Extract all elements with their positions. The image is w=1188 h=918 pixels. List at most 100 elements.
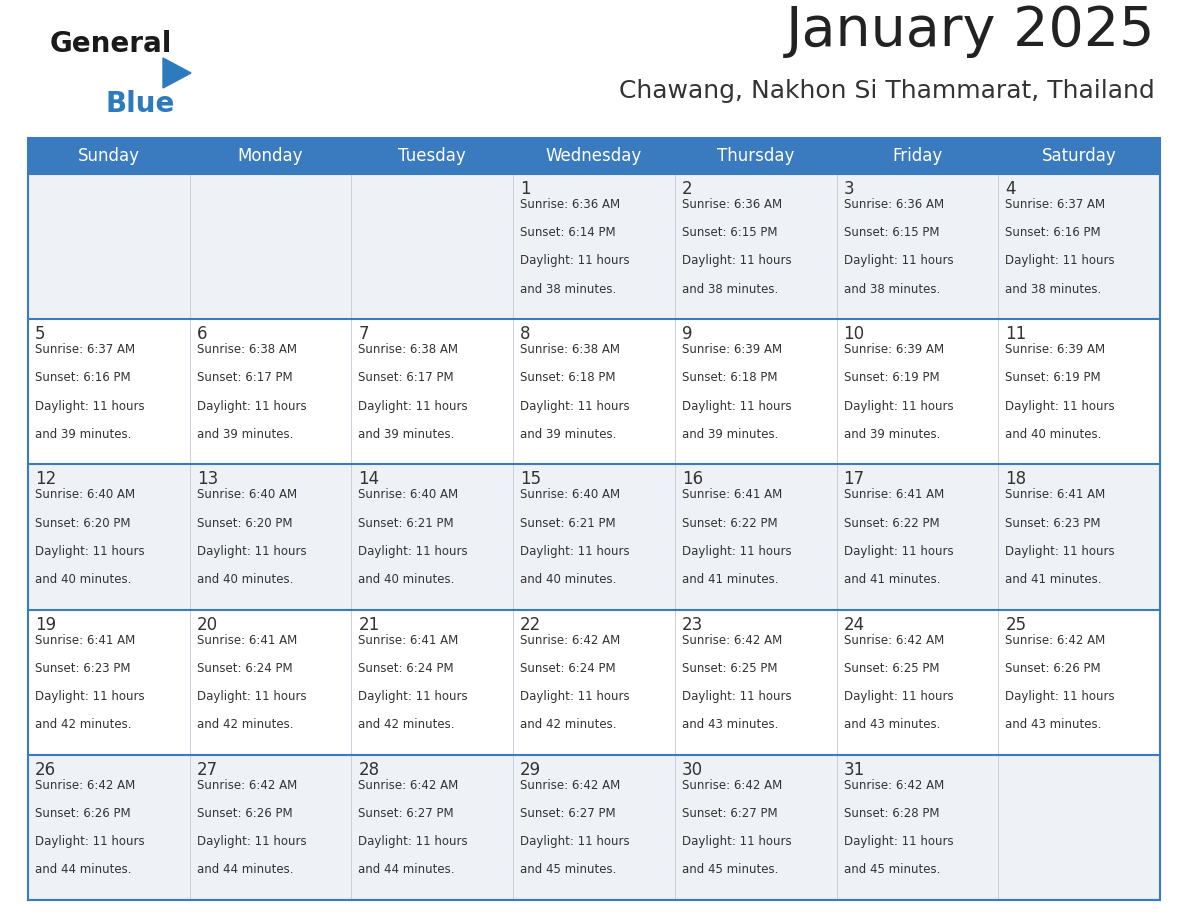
Text: and 42 minutes.: and 42 minutes. <box>34 718 132 731</box>
Text: and 40 minutes.: and 40 minutes. <box>34 573 132 586</box>
Text: Sunrise: 6:37 AM: Sunrise: 6:37 AM <box>34 343 135 356</box>
Text: 7: 7 <box>359 325 369 343</box>
Text: Sunset: 6:15 PM: Sunset: 6:15 PM <box>843 226 939 240</box>
Text: and 43 minutes.: and 43 minutes. <box>682 718 778 731</box>
Text: Sunrise: 6:41 AM: Sunrise: 6:41 AM <box>359 633 459 646</box>
Text: Sunset: 6:24 PM: Sunset: 6:24 PM <box>520 662 615 675</box>
Text: and 39 minutes.: and 39 minutes. <box>359 428 455 441</box>
Text: and 40 minutes.: and 40 minutes. <box>1005 428 1101 441</box>
Text: 28: 28 <box>359 761 379 778</box>
Text: Sunset: 6:20 PM: Sunset: 6:20 PM <box>34 517 131 530</box>
Text: January 2025: January 2025 <box>785 4 1155 58</box>
Text: Sunrise: 6:42 AM: Sunrise: 6:42 AM <box>34 778 135 792</box>
Text: 10: 10 <box>843 325 865 343</box>
Text: Sunset: 6:19 PM: Sunset: 6:19 PM <box>1005 372 1101 385</box>
Text: Sunrise: 6:42 AM: Sunrise: 6:42 AM <box>843 778 943 792</box>
Text: Daylight: 11 hours: Daylight: 11 hours <box>197 835 307 848</box>
Text: Sunset: 6:27 PM: Sunset: 6:27 PM <box>359 807 454 820</box>
Text: and 41 minutes.: and 41 minutes. <box>682 573 778 586</box>
Text: 16: 16 <box>682 470 703 488</box>
Text: Sunset: 6:26 PM: Sunset: 6:26 PM <box>197 807 292 820</box>
Text: Monday: Monday <box>238 147 303 165</box>
Text: Daylight: 11 hours: Daylight: 11 hours <box>359 835 468 848</box>
Text: Daylight: 11 hours: Daylight: 11 hours <box>520 254 630 267</box>
Text: Wednesday: Wednesday <box>545 147 643 165</box>
Text: and 42 minutes.: and 42 minutes. <box>359 718 455 731</box>
Text: and 42 minutes.: and 42 minutes. <box>197 718 293 731</box>
Text: Sunset: 6:18 PM: Sunset: 6:18 PM <box>682 372 777 385</box>
Text: Sunset: 6:19 PM: Sunset: 6:19 PM <box>843 372 940 385</box>
Text: Sunset: 6:15 PM: Sunset: 6:15 PM <box>682 226 777 240</box>
Text: Sunset: 6:20 PM: Sunset: 6:20 PM <box>197 517 292 530</box>
Text: and 38 minutes.: and 38 minutes. <box>520 283 617 296</box>
Text: Sunrise: 6:42 AM: Sunrise: 6:42 AM <box>843 633 943 646</box>
Text: Sunset: 6:21 PM: Sunset: 6:21 PM <box>520 517 615 530</box>
Text: Daylight: 11 hours: Daylight: 11 hours <box>34 690 145 703</box>
Text: Daylight: 11 hours: Daylight: 11 hours <box>682 835 791 848</box>
Text: Sunset: 6:16 PM: Sunset: 6:16 PM <box>1005 226 1101 240</box>
Text: Sunrise: 6:42 AM: Sunrise: 6:42 AM <box>682 778 782 792</box>
Text: Daylight: 11 hours: Daylight: 11 hours <box>1005 254 1114 267</box>
Text: Sunset: 6:17 PM: Sunset: 6:17 PM <box>197 372 292 385</box>
Text: Sunrise: 6:40 AM: Sunrise: 6:40 AM <box>520 488 620 501</box>
Text: Sunrise: 6:41 AM: Sunrise: 6:41 AM <box>843 488 943 501</box>
Text: Friday: Friday <box>892 147 942 165</box>
Text: Sunset: 6:23 PM: Sunset: 6:23 PM <box>34 662 131 675</box>
Text: 4: 4 <box>1005 180 1016 198</box>
Text: Sunset: 6:25 PM: Sunset: 6:25 PM <box>843 662 939 675</box>
Text: Sunrise: 6:39 AM: Sunrise: 6:39 AM <box>1005 343 1105 356</box>
Bar <box>29 174 1159 319</box>
Text: Sunrise: 6:36 AM: Sunrise: 6:36 AM <box>682 198 782 211</box>
Text: and 38 minutes.: and 38 minutes. <box>1005 283 1101 296</box>
Text: Sunrise: 6:42 AM: Sunrise: 6:42 AM <box>520 778 620 792</box>
Text: Sunrise: 6:37 AM: Sunrise: 6:37 AM <box>1005 198 1105 211</box>
Text: Daylight: 11 hours: Daylight: 11 hours <box>843 399 953 412</box>
Text: and 39 minutes.: and 39 minutes. <box>682 428 778 441</box>
Text: 1: 1 <box>520 180 531 198</box>
Text: Blue: Blue <box>105 90 175 118</box>
Text: 20: 20 <box>197 616 217 633</box>
Text: and 39 minutes.: and 39 minutes. <box>197 428 293 441</box>
Text: Sunrise: 6:39 AM: Sunrise: 6:39 AM <box>843 343 943 356</box>
Text: 3: 3 <box>843 180 854 198</box>
Text: Daylight: 11 hours: Daylight: 11 hours <box>843 544 953 558</box>
Text: 22: 22 <box>520 616 542 633</box>
Text: Daylight: 11 hours: Daylight: 11 hours <box>359 399 468 412</box>
Text: Daylight: 11 hours: Daylight: 11 hours <box>520 399 630 412</box>
Text: Daylight: 11 hours: Daylight: 11 hours <box>682 399 791 412</box>
Text: Sunset: 6:22 PM: Sunset: 6:22 PM <box>843 517 940 530</box>
Text: Sunset: 6:17 PM: Sunset: 6:17 PM <box>359 372 454 385</box>
Text: Daylight: 11 hours: Daylight: 11 hours <box>682 544 791 558</box>
Text: Daylight: 11 hours: Daylight: 11 hours <box>1005 690 1114 703</box>
Text: Daylight: 11 hours: Daylight: 11 hours <box>843 690 953 703</box>
Text: Sunrise: 6:40 AM: Sunrise: 6:40 AM <box>359 488 459 501</box>
Text: 8: 8 <box>520 325 531 343</box>
Bar <box>29 755 1159 900</box>
Text: and 40 minutes.: and 40 minutes. <box>520 573 617 586</box>
Text: 11: 11 <box>1005 325 1026 343</box>
Text: Daylight: 11 hours: Daylight: 11 hours <box>520 544 630 558</box>
Text: Daylight: 11 hours: Daylight: 11 hours <box>520 690 630 703</box>
Text: Daylight: 11 hours: Daylight: 11 hours <box>359 544 468 558</box>
Text: and 38 minutes.: and 38 minutes. <box>843 283 940 296</box>
Text: Sunrise: 6:40 AM: Sunrise: 6:40 AM <box>197 488 297 501</box>
Text: Daylight: 11 hours: Daylight: 11 hours <box>682 690 791 703</box>
Text: and 39 minutes.: and 39 minutes. <box>520 428 617 441</box>
Text: 18: 18 <box>1005 470 1026 488</box>
Text: 6: 6 <box>197 325 207 343</box>
Text: Chawang, Nakhon Si Thammarat, Thailand: Chawang, Nakhon Si Thammarat, Thailand <box>619 79 1155 103</box>
Text: Sunset: 6:28 PM: Sunset: 6:28 PM <box>843 807 939 820</box>
Text: 31: 31 <box>843 761 865 778</box>
Text: and 44 minutes.: and 44 minutes. <box>34 863 132 877</box>
Text: Saturday: Saturday <box>1042 147 1117 165</box>
Text: 27: 27 <box>197 761 217 778</box>
Text: and 45 minutes.: and 45 minutes. <box>843 863 940 877</box>
Text: Sunset: 6:25 PM: Sunset: 6:25 PM <box>682 662 777 675</box>
Text: and 38 minutes.: and 38 minutes. <box>682 283 778 296</box>
Text: Sunset: 6:27 PM: Sunset: 6:27 PM <box>520 807 615 820</box>
Text: and 43 minutes.: and 43 minutes. <box>843 718 940 731</box>
Text: 29: 29 <box>520 761 542 778</box>
Text: General: General <box>50 30 172 58</box>
Text: Sunrise: 6:38 AM: Sunrise: 6:38 AM <box>520 343 620 356</box>
Text: and 44 minutes.: and 44 minutes. <box>359 863 455 877</box>
